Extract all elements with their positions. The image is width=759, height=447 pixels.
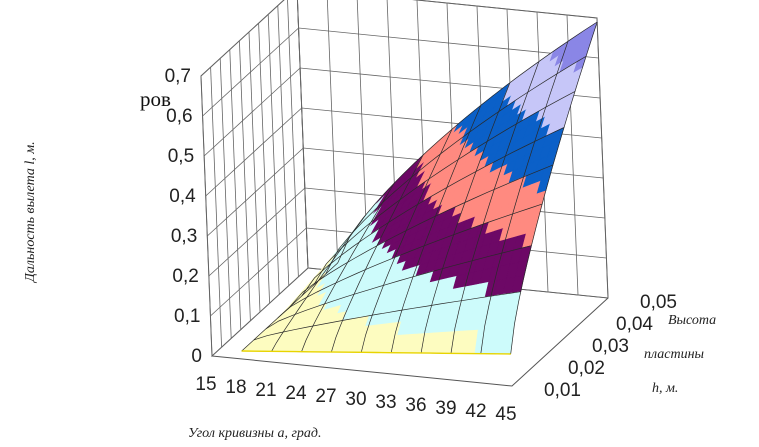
y-gridline xyxy=(219,58,232,339)
z-tick-label: 0,3 xyxy=(171,226,197,247)
y-tick-label: 0,04 xyxy=(616,314,653,335)
z-tick-label: 0,2 xyxy=(172,266,198,287)
wire-line xyxy=(277,203,543,319)
x-tick-label: 30 xyxy=(345,389,366,410)
z-axis-label: Дальность вылета l, м. xyxy=(23,141,38,284)
wire-line xyxy=(313,91,576,286)
z-gridline xyxy=(200,0,598,77)
y-tick-label: 0,02 xyxy=(568,358,605,379)
x-tick-label: 21 xyxy=(255,380,276,401)
x-gridline xyxy=(326,0,339,272)
y-gridline xyxy=(258,23,270,304)
wire-line xyxy=(253,291,521,341)
y-gridline xyxy=(277,5,290,286)
x-tick-label: 39 xyxy=(435,398,456,419)
z-tick-label: 0,5 xyxy=(168,146,194,167)
wire-line xyxy=(325,55,587,275)
z-tick-label: 0,4 xyxy=(169,186,196,207)
y-gridline xyxy=(267,14,280,295)
y-gridline xyxy=(248,31,261,313)
z-tick-label: 0,6 xyxy=(166,106,192,127)
x-tick-label: 27 xyxy=(315,386,336,407)
y-axis-label-line-2: пластины xyxy=(644,347,704,362)
z-tick-label: 0 xyxy=(191,346,202,367)
x-tick-label: 18 xyxy=(225,377,246,398)
y-gridline xyxy=(200,75,213,357)
wire-line xyxy=(265,245,532,330)
z-tick-label: 0,1 xyxy=(174,306,200,327)
y-gridline xyxy=(287,0,299,277)
x-tick-label: 15 xyxy=(195,374,216,395)
x-gridline xyxy=(596,17,609,299)
y-gridline xyxy=(239,40,251,321)
y-gridline xyxy=(210,67,222,348)
x-tick-label: 36 xyxy=(405,395,426,416)
y-tick-label: 0,05 xyxy=(640,292,677,313)
tick-labels: 0 0,1 0,2 0,3 0,4 0,5 0,6 0,7 15 18 21 24 27 30 33 36 39… xyxy=(165,66,677,425)
y-axis-label-line-3: h, м. xyxy=(652,381,678,396)
x-tick-label: 24 xyxy=(285,383,307,404)
x-tick-label: 42 xyxy=(465,401,486,422)
x-tick-label: 45 xyxy=(495,404,516,425)
z-tick-label: 0,7 xyxy=(165,66,191,87)
wire-line xyxy=(289,164,554,308)
y-gridline xyxy=(297,0,309,269)
wire-line xyxy=(301,127,565,297)
wire-line xyxy=(337,21,598,264)
floor-edge xyxy=(211,297,609,387)
y-tick-label: 0,01 xyxy=(544,380,581,401)
y-tick-label: 0,03 xyxy=(592,336,629,357)
y-gridline xyxy=(229,49,242,330)
x-axis-label: Угол кривизны a, град. xyxy=(188,426,322,441)
front-edge xyxy=(241,350,511,355)
surface-plot xyxy=(240,21,598,355)
x-tick-label: 33 xyxy=(375,392,396,413)
clipped-text-fragment: ров xyxy=(140,87,171,111)
y-axis-label-line-1: Высота xyxy=(668,313,716,328)
